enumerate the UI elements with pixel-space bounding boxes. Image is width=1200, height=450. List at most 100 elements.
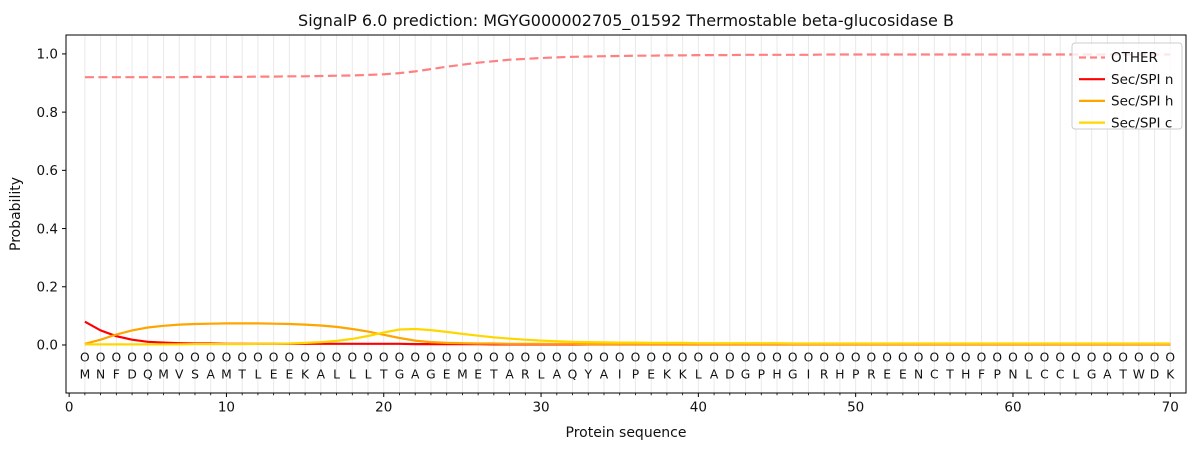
seq-marker: O [269,351,279,365]
legend-entry-label: OTHER [1111,50,1158,66]
seq-marker: O [992,351,1002,365]
seq-marker: O [80,351,90,365]
seq-letter: A [317,368,326,382]
seq-marker: O [300,351,310,365]
seq-marker: O [1024,351,1034,365]
seq-marker: O [143,351,153,365]
seq-marker: O [961,351,971,365]
seq-marker: O [1040,351,1050,365]
seq-marker: O [347,351,357,365]
seq-letter: K [1166,368,1175,382]
seq-letter: D [725,368,734,382]
seq-marker: O [96,351,106,365]
seq-letter: K [301,368,310,382]
x-tick-label: 30 [532,400,549,416]
seq-marker: O [898,351,908,365]
grid-layer [84,35,1171,393]
series-line-other [84,53,1171,79]
x-tick-label: 20 [375,400,392,416]
seq-marker: O [520,351,530,365]
legend-entry-label: Sec/SPI c [1111,115,1172,131]
seq-letter: L [695,368,702,382]
legend-entry-label: Sec/SPI h [1111,94,1173,110]
seq-letter: P [852,368,859,382]
seq-marker: O [977,351,987,365]
seq-letter: M [221,368,232,382]
seq-letter: L [365,368,372,382]
seq-marker: O [804,351,814,365]
chart-title: SignalP 6.0 prediction: MGYG000002705_01… [298,11,954,31]
seq-marker: O [489,351,499,365]
x-axis-label: Protein sequence [566,425,687,441]
seq-marker: O [1150,351,1160,365]
seq-letter: N [914,368,923,382]
seq-marker: O [646,351,656,365]
seq-letter: R [521,368,530,382]
seq-letter: T [945,368,954,382]
seq-letter: A [505,368,514,382]
seq-marker: O [285,351,295,365]
seq-letter: T [489,368,498,382]
seq-letter: G [395,368,405,382]
seq-marker: O [442,351,452,365]
seq-letter: T [237,368,246,382]
y-tick-label: 1.0 [37,47,58,63]
seq-marker: O [788,351,798,365]
seq-letter: G [788,368,798,382]
seq-letter: M [80,368,91,382]
seq-marker: O [410,351,420,365]
seq-marker: O [882,351,892,365]
seq-letter: L [254,368,261,382]
seq-letter: C [930,368,939,382]
y-tick-label: 0.8 [37,105,58,121]
seq-marker: O [237,351,247,365]
seq-letter: A [600,368,609,382]
seq-marker: O [568,351,578,365]
seq-marker: O [190,351,200,365]
seq-marker: O [174,351,184,365]
seq-letter: E [270,368,278,382]
seq-marker: O [1055,351,1065,365]
seq-marker: O [1071,351,1081,365]
axes-layer: 0.0 0.2 0.4 0.6 0.8 1.0 0 10 20 30 40 50 60 70 [37,34,1187,416]
legend-entry-label: Sec/SPI n [1111,72,1173,88]
seq-letter: H [961,368,970,382]
seq-letter: L [349,368,356,382]
seq-letter: E [443,368,451,382]
seq-letter: E [285,368,293,382]
y-tick-label: 0.0 [37,338,58,354]
seq-letter: K [663,368,672,382]
seq-letter: P [758,368,765,382]
seq-letter: P [632,368,639,382]
seq-letter: S [191,368,199,382]
x-tick-label: 10 [218,400,235,416]
seq-marker: O [379,351,389,365]
seq-marker: O [1103,351,1113,365]
series-line-sec-spi-h [84,322,1171,346]
seq-letter: R [867,368,876,382]
seq-marker: O [1134,351,1144,365]
y-axis-label: Probability [8,177,24,251]
seq-marker: O [725,351,735,365]
seq-letter: E [899,368,907,382]
seq-letter: A [411,368,420,382]
seq-letter: Y [583,368,592,382]
seq-marker: O [159,351,169,365]
seq-marker: O [1165,351,1175,365]
seq-marker: O [222,351,232,365]
seq-letter: R [820,368,829,382]
seq-marker: O [678,351,688,365]
seq-letter: C [1056,368,1065,382]
seq-letter: G [741,368,751,382]
seq-letter: T [379,368,388,382]
seq-marker: O [253,351,263,365]
seq-letter: T [1118,368,1127,382]
seq-letter: E [474,368,482,382]
seq-marker: O [851,351,861,365]
seq-letter: I [807,368,811,382]
x-tick-label: 70 [1162,400,1179,416]
seq-letter: E [647,368,655,382]
seq-marker: O [819,351,829,365]
seq-marker: O [426,351,436,365]
